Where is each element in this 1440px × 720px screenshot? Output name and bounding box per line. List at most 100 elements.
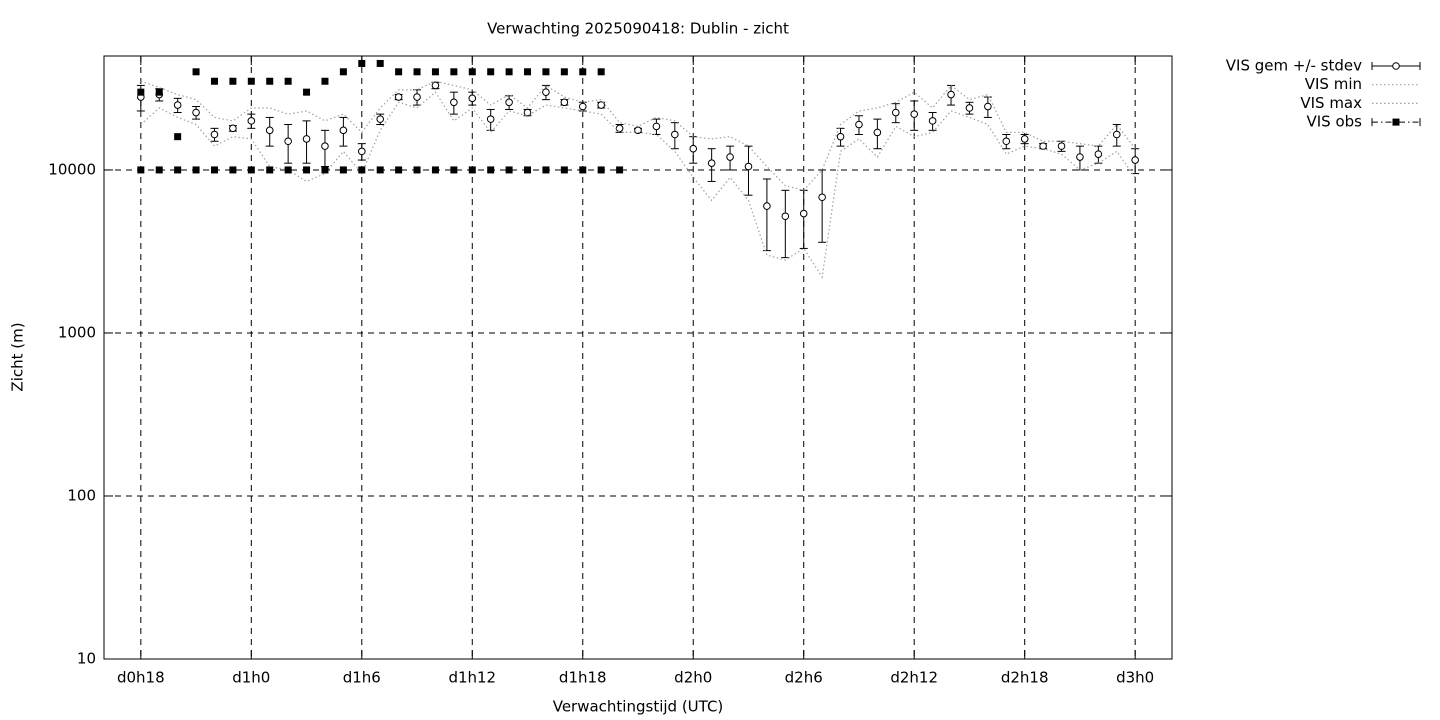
data-point bbox=[781, 212, 790, 221]
data-point bbox=[578, 102, 587, 111]
data-point bbox=[984, 102, 992, 111]
data-point bbox=[524, 68, 532, 76]
data-point bbox=[247, 166, 255, 174]
data-point bbox=[174, 133, 182, 141]
data-point bbox=[560, 98, 569, 107]
data-point bbox=[524, 166, 532, 174]
data-point bbox=[155, 166, 163, 174]
data-point bbox=[891, 108, 900, 117]
legend-label: VIS max bbox=[1300, 94, 1362, 112]
data-point bbox=[284, 77, 292, 85]
data-point bbox=[284, 166, 292, 174]
data-point bbox=[321, 166, 329, 174]
series-line bbox=[140, 91, 1136, 279]
data-point bbox=[229, 124, 237, 133]
data-point bbox=[579, 166, 587, 174]
data-point bbox=[321, 142, 329, 150]
data-point bbox=[873, 128, 882, 137]
data-point bbox=[450, 166, 458, 174]
data-point bbox=[855, 120, 863, 129]
data-point bbox=[910, 110, 919, 118]
data-point bbox=[965, 104, 974, 112]
data-point bbox=[174, 166, 182, 174]
data-point bbox=[597, 68, 605, 76]
data-point bbox=[1039, 142, 1047, 150]
data-point bbox=[487, 166, 495, 174]
data-point bbox=[339, 126, 348, 135]
data-point bbox=[266, 77, 274, 85]
data-point bbox=[339, 68, 347, 76]
data-point bbox=[395, 68, 403, 76]
data-point bbox=[266, 166, 274, 174]
data-point bbox=[431, 166, 439, 174]
data-point bbox=[247, 77, 255, 85]
x-tick-label: d2h12 bbox=[890, 669, 938, 687]
data-point bbox=[468, 94, 477, 103]
data-point bbox=[358, 166, 366, 174]
data-point bbox=[137, 166, 145, 174]
data-point bbox=[707, 159, 716, 167]
data-point bbox=[486, 115, 495, 123]
data-point bbox=[1057, 142, 1066, 150]
data-point bbox=[192, 108, 200, 117]
data-point bbox=[1131, 156, 1139, 164]
x-tick-label: d0h18 bbox=[117, 669, 165, 687]
data-point bbox=[303, 166, 311, 174]
data-point bbox=[210, 130, 219, 139]
data-point bbox=[413, 93, 421, 101]
data-point bbox=[799, 209, 808, 218]
data-point bbox=[413, 166, 421, 174]
x-tick-label: d1h12 bbox=[448, 669, 496, 687]
data-point bbox=[542, 88, 550, 96]
data-point bbox=[763, 202, 771, 210]
series-line bbox=[140, 80, 1136, 191]
data-point bbox=[376, 59, 384, 67]
data-point bbox=[579, 68, 587, 76]
legend-swatch bbox=[1392, 62, 1400, 70]
data-point bbox=[431, 68, 439, 76]
data-point bbox=[210, 77, 218, 85]
data-point bbox=[560, 68, 568, 76]
x-axis-label: Verwachtingstijd (UTC) bbox=[553, 698, 724, 716]
data-point bbox=[229, 166, 237, 174]
data-point bbox=[358, 59, 366, 67]
data-point bbox=[1002, 137, 1011, 146]
data-point bbox=[615, 124, 624, 133]
x-tick-label: d3h0 bbox=[1116, 669, 1154, 687]
data-point bbox=[229, 77, 237, 85]
x-tick-label: d1h18 bbox=[559, 669, 607, 687]
data-point bbox=[192, 166, 200, 174]
data-point bbox=[836, 132, 845, 141]
data-point bbox=[1020, 135, 1029, 143]
y-tick-label: 100 bbox=[67, 486, 96, 504]
data-point bbox=[395, 166, 403, 174]
data-point bbox=[487, 68, 495, 76]
data-point bbox=[1076, 153, 1084, 161]
legend-swatch bbox=[1392, 118, 1400, 126]
data-point bbox=[284, 137, 292, 146]
y-tick-label: 1000 bbox=[58, 323, 96, 341]
data-point bbox=[505, 166, 513, 174]
data-point bbox=[505, 98, 513, 107]
y-axis-label: Zicht (m) bbox=[9, 322, 27, 391]
data-point bbox=[652, 122, 661, 131]
data-point bbox=[303, 88, 311, 96]
data-point bbox=[818, 193, 826, 202]
data-point bbox=[137, 88, 145, 96]
x-tick-label: d1h0 bbox=[232, 669, 270, 687]
legend-label: VIS min bbox=[1305, 75, 1362, 93]
data-point bbox=[1112, 130, 1121, 139]
data-point bbox=[634, 126, 642, 135]
data-point bbox=[597, 166, 605, 174]
y-tick-label: 10 bbox=[77, 650, 96, 668]
data-point bbox=[376, 166, 384, 174]
data-point bbox=[450, 68, 458, 76]
data-point bbox=[616, 166, 624, 174]
data-point bbox=[560, 166, 568, 174]
data-point bbox=[450, 98, 458, 107]
x-tick-label: d2h18 bbox=[1001, 669, 1049, 687]
data-point bbox=[302, 135, 311, 143]
legend-label: VIS obs bbox=[1307, 113, 1363, 131]
x-tick-label: d1h6 bbox=[343, 669, 381, 687]
